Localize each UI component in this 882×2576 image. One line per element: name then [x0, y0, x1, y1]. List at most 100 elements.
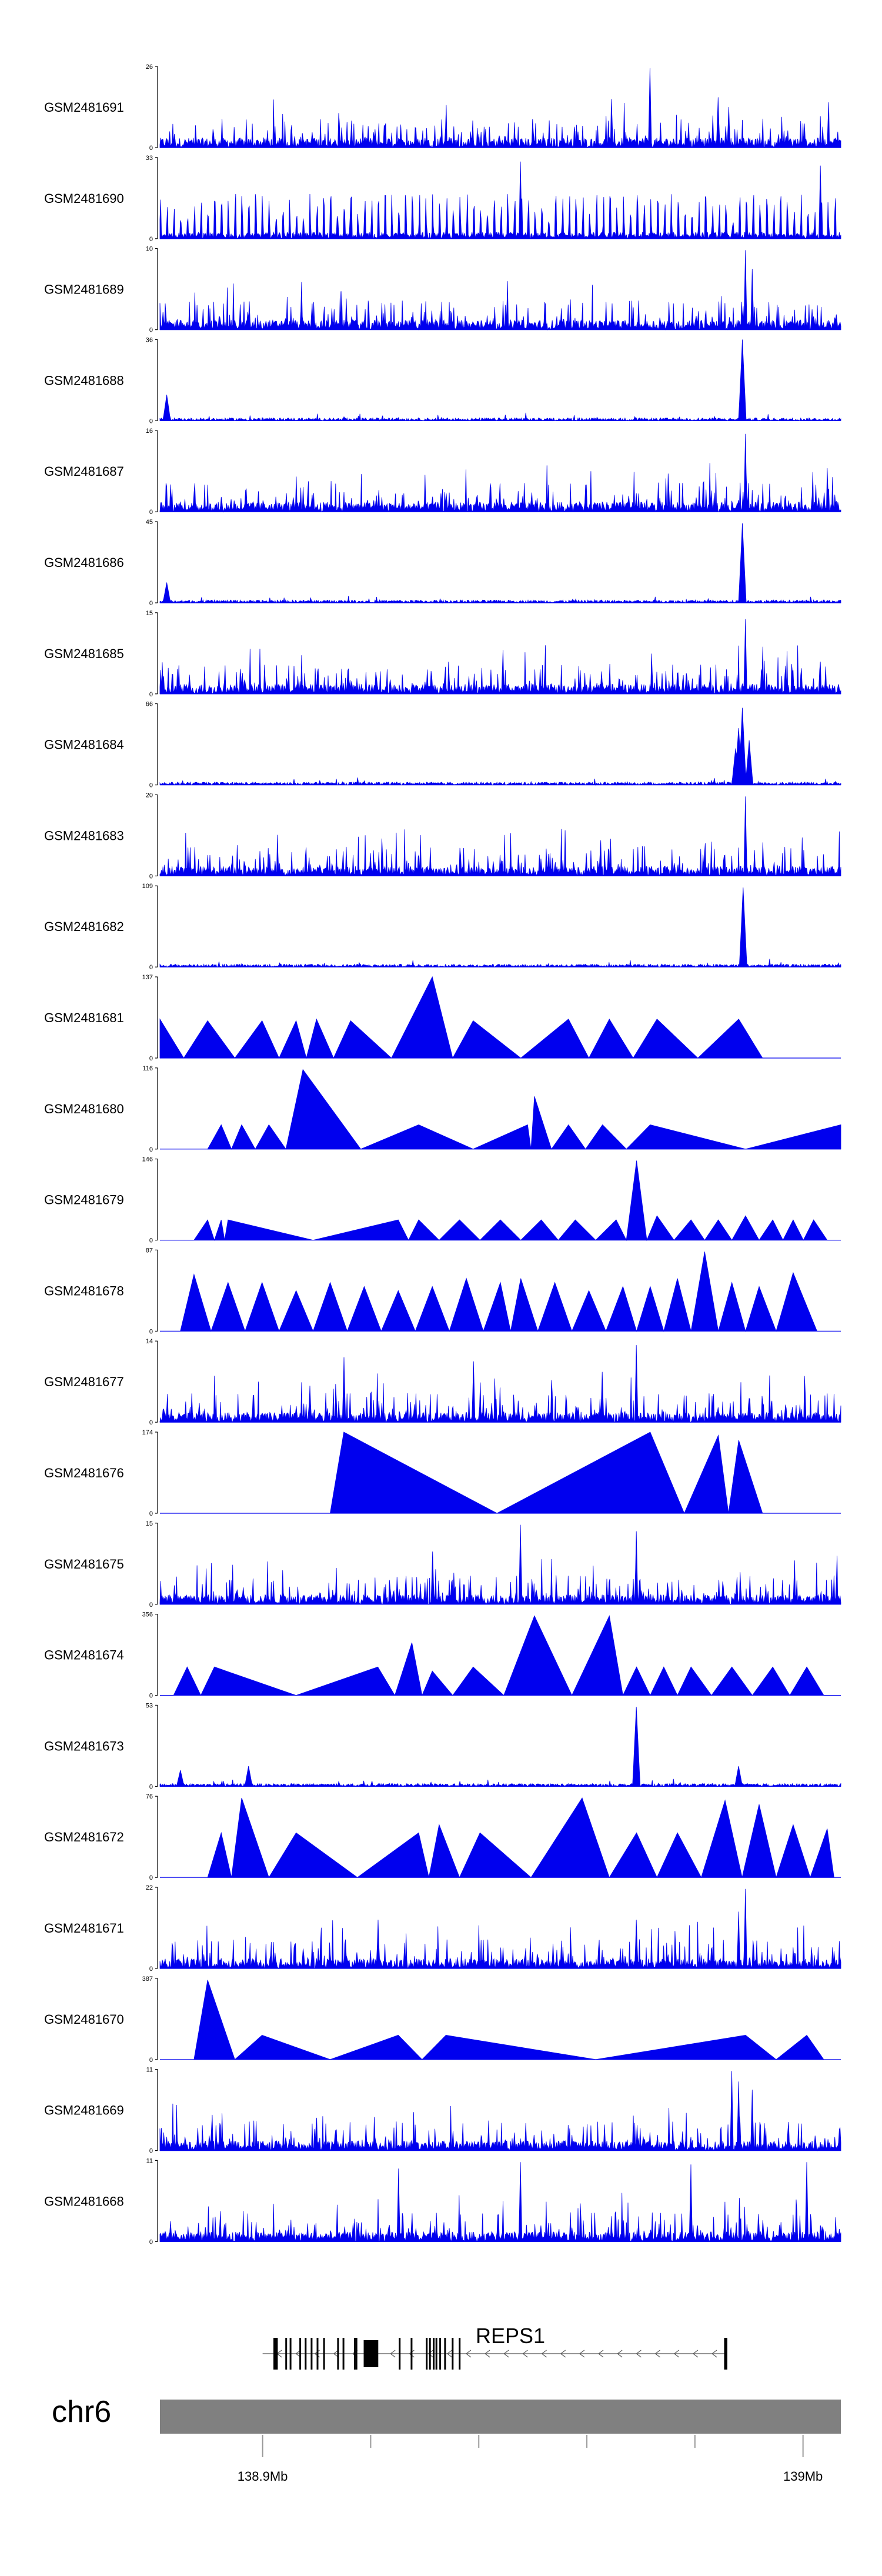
y-axis-min-label: 0 — [149, 1055, 153, 1062]
track-GSM2481687: GSM2481687 16 0 — [44, 428, 841, 516]
coverage-area — [330, 1432, 763, 1514]
y-axis-min-label: 0 — [149, 1146, 153, 1153]
strand-arrow-icon — [295, 2350, 301, 2358]
track-label: GSM2481686 — [44, 555, 124, 570]
y-axis-min-label: 0 — [149, 1237, 153, 1244]
track-label: GSM2481675 — [44, 1557, 124, 1571]
strand-arrow-icon — [541, 2350, 547, 2358]
y-axis-max-label: 109 — [142, 883, 153, 890]
y-axis-max-label: 11 — [146, 2067, 153, 2074]
coverage-area — [159, 887, 841, 968]
track-GSM2481688: GSM2481688 36 0 — [44, 336, 841, 425]
y-axis-min-label: 0 — [149, 600, 153, 607]
track-GSM2481691: GSM2481691 26 0 — [44, 64, 841, 152]
track-label: GSM2481690 — [44, 191, 124, 206]
coverage-area — [159, 1345, 841, 1423]
track-label: GSM2481678 — [44, 1283, 124, 1298]
track-GSM2481684: GSM2481684 66 0 — [44, 701, 841, 789]
gene-exon — [399, 2338, 401, 2370]
y-axis-max-label: 45 — [146, 519, 153, 526]
strand-arrow-icon — [390, 2350, 396, 2358]
track-GSM2481669: GSM2481669 11 0 — [44, 2067, 841, 2155]
track-label: GSM2481668 — [44, 2194, 124, 2208]
track-GSM2481685: GSM2481685 15 0 — [44, 610, 841, 698]
track-GSM2481673: GSM2481673 53 0 — [44, 1702, 841, 1790]
gene-exon — [299, 2338, 302, 2370]
gene-name-label: REPS1 — [476, 2324, 545, 2348]
y-axis-max-label: 137 — [142, 974, 153, 981]
gene-exon — [410, 2338, 413, 2370]
coverage-area — [159, 1707, 841, 1787]
y-axis-max-label: 22 — [146, 1884, 153, 1891]
track-label: GSM2481689 — [44, 282, 124, 297]
gene-annotation-track: REPS1 — [262, 2324, 727, 2370]
strand-arrow-icon — [673, 2350, 680, 2358]
track-label: GSM2481677 — [44, 1374, 124, 1389]
gene-exon — [353, 2338, 356, 2370]
x-axis-tick-label: 139Mb — [783, 2469, 823, 2484]
track-GSM2481677: GSM2481677 14 0 — [44, 1338, 841, 1426]
track-label: GSM2481674 — [44, 1648, 124, 1663]
gene-exon — [323, 2338, 325, 2370]
y-axis-max-label: 15 — [146, 610, 153, 617]
y-axis-max-label: 76 — [146, 1793, 153, 1800]
y-axis-min-label: 0 — [149, 1601, 153, 1609]
coverage-area — [159, 250, 841, 331]
x-axis-tick-label: 138.9Mb — [238, 2469, 288, 2484]
track-label: GSM2481684 — [44, 738, 124, 752]
y-axis-min-label: 0 — [149, 1419, 153, 1426]
strand-arrow-icon — [636, 2350, 642, 2358]
y-axis-max-label: 33 — [146, 155, 153, 162]
y-axis-min-label: 0 — [149, 2057, 153, 2064]
coverage-area — [159, 2071, 841, 2151]
y-axis-min-label: 0 — [149, 1693, 153, 1700]
y-axis-max-label: 20 — [146, 792, 153, 799]
coverage-area — [159, 708, 841, 786]
gene-exon — [433, 2338, 435, 2370]
track-GSM2481668: GSM2481668 11 0 — [44, 2157, 841, 2245]
track-label: GSM2481680 — [44, 1102, 124, 1116]
track-label: GSM2481687 — [44, 464, 124, 479]
y-axis-max-label: 10 — [146, 246, 153, 253]
gene-exon — [429, 2338, 431, 2370]
strand-arrow-icon — [560, 2350, 566, 2358]
gene-exon — [363, 2340, 379, 2367]
track-GSM2481681: GSM2481681 137 0 — [44, 974, 841, 1062]
gene-exon — [305, 2338, 307, 2370]
y-axis-max-label: 116 — [142, 1065, 153, 1072]
gene-exon — [724, 2338, 727, 2370]
track-GSM2481682: GSM2481682 109 0 — [44, 883, 841, 971]
gene-exon — [439, 2338, 442, 2370]
coverage-area — [173, 1615, 824, 1696]
y-axis-min-label: 0 — [149, 2148, 153, 2155]
strand-arrow-icon — [485, 2350, 490, 2358]
y-axis-max-label: 53 — [146, 1702, 153, 1709]
chromosome-label: chr6 — [52, 2395, 111, 2429]
track-GSM2481680: GSM2481680 116 0 — [44, 1065, 841, 1153]
track-GSM2481672: GSM2481672 76 0 — [44, 1793, 841, 1881]
strand-arrow-icon — [522, 2350, 528, 2358]
y-axis-min-label: 0 — [149, 1783, 153, 1790]
strand-arrow-icon — [579, 2350, 585, 2358]
coverage-area — [180, 1252, 818, 1332]
y-axis-min-label: 0 — [149, 327, 153, 334]
gene-exon — [355, 2338, 358, 2370]
track-label: GSM2481672 — [44, 1830, 124, 1844]
coverage-area — [159, 1888, 841, 1970]
strand-arrow-icon — [692, 2350, 699, 2358]
strand-arrow-icon — [503, 2350, 509, 2358]
y-axis-max-label: 11 — [146, 2157, 153, 2164]
track-label: GSM2481670 — [44, 2012, 124, 2027]
y-axis-min-label: 0 — [149, 509, 153, 516]
y-axis-min-label: 0 — [149, 873, 153, 880]
coverage-area — [193, 1980, 824, 2060]
strand-arrow-icon — [465, 2350, 472, 2358]
y-axis-min-label: 0 — [149, 145, 153, 152]
track-GSM2481675: GSM2481675 15 0 — [44, 1520, 841, 1609]
gene-exon — [435, 2338, 437, 2370]
coverage-area — [207, 1069, 841, 1150]
genome-axis-track: chr6 138.9Mb 139Mb — [52, 2395, 841, 2484]
coverage-area — [193, 1160, 828, 1242]
chromosome-bar — [160, 2400, 841, 2434]
